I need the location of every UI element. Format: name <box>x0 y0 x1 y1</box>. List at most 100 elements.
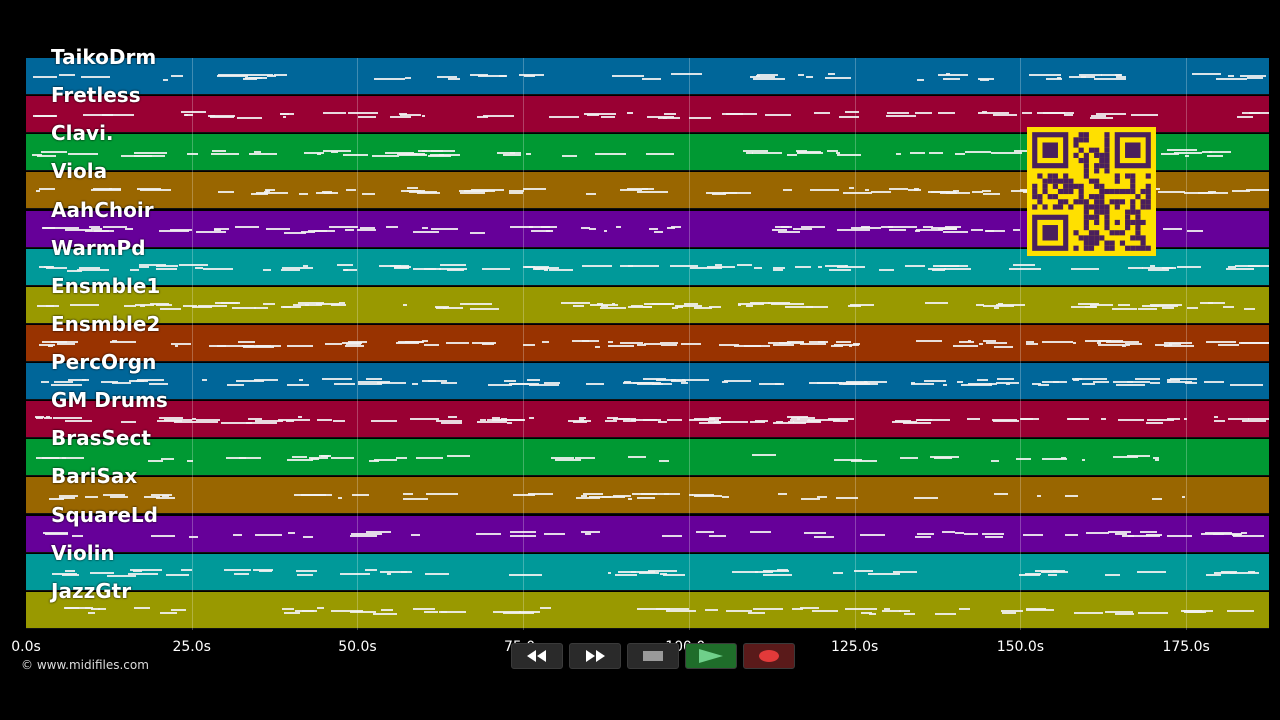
midi-note <box>480 419 487 422</box>
midi-note <box>282 306 301 309</box>
midi-note <box>1128 535 1161 538</box>
midi-note <box>589 495 612 498</box>
midi-note <box>994 307 1000 310</box>
midi-note <box>509 573 536 576</box>
midi-note <box>42 226 69 229</box>
midi-note <box>833 419 848 422</box>
midi-note <box>1013 228 1020 231</box>
record-button[interactable] <box>743 643 795 669</box>
midi-note <box>1218 343 1239 346</box>
midi-note <box>786 153 797 156</box>
midi-note <box>636 497 655 499</box>
midi-note <box>45 533 68 536</box>
midi-note <box>805 75 814 78</box>
midi-note <box>787 421 795 424</box>
midi-note <box>247 417 263 420</box>
midi-note <box>518 74 544 77</box>
midi-note <box>253 150 262 153</box>
midi-note <box>709 305 721 308</box>
midi-note <box>663 493 680 495</box>
midi-note <box>51 340 79 343</box>
midi-note <box>652 383 673 386</box>
midi-note <box>170 228 192 231</box>
time-tick-label: 25.0s <box>172 639 211 655</box>
midi-note <box>755 419 769 422</box>
midi-note <box>439 153 460 156</box>
midi-note <box>756 73 779 76</box>
midi-note <box>399 154 427 157</box>
midi-note <box>1226 609 1234 612</box>
midi-note <box>1067 417 1080 420</box>
midi-note <box>235 379 264 382</box>
midi-note <box>777 492 788 495</box>
midi-note <box>762 573 793 576</box>
midi-note <box>313 493 332 496</box>
midi-note <box>379 570 407 573</box>
midi-note <box>112 382 132 385</box>
midi-note <box>776 569 788 572</box>
midi-note <box>839 383 863 386</box>
midi-note <box>1150 382 1160 385</box>
midi-note <box>773 269 783 272</box>
midi-note <box>469 73 489 76</box>
play-button[interactable] <box>685 643 737 669</box>
midi-note <box>1166 149 1197 152</box>
midi-note <box>509 189 524 192</box>
midi-note <box>1089 304 1114 307</box>
midi-note <box>287 458 314 461</box>
midi-note <box>165 573 189 576</box>
midi-note <box>931 226 957 229</box>
midi-note <box>805 305 829 308</box>
midi-note <box>983 192 1000 195</box>
midi-note <box>854 569 874 572</box>
midi-note <box>750 421 765 424</box>
midi-note <box>1183 417 1187 420</box>
midi-note <box>705 609 718 612</box>
midi-note <box>285 420 295 423</box>
midi-note <box>412 607 436 610</box>
midi-note <box>67 227 79 230</box>
copyright-text: © www.midifiles.com <box>21 658 149 672</box>
midi-note <box>136 188 161 191</box>
midi-note <box>647 115 675 118</box>
midi-note <box>1074 612 1103 615</box>
midi-note <box>915 111 933 114</box>
midi-note <box>1166 534 1193 537</box>
rewind-button[interactable] <box>511 643 563 669</box>
midi-note <box>619 265 633 268</box>
midi-note <box>411 382 418 385</box>
midi-note <box>1168 343 1181 346</box>
midi-note <box>195 230 227 233</box>
midi-note <box>132 569 142 572</box>
midi-note <box>66 269 83 272</box>
midi-note <box>800 343 827 346</box>
midi-note <box>623 382 654 385</box>
midi-note <box>496 152 516 155</box>
midi-note <box>502 153 522 156</box>
time-gridline <box>191 58 193 630</box>
midi-note <box>1041 381 1067 384</box>
midi-note <box>800 497 820 500</box>
midi-note <box>916 229 943 231</box>
midi-note <box>297 573 314 576</box>
midi-note <box>1064 113 1073 116</box>
fast-forward-button[interactable] <box>569 643 621 669</box>
midi-note <box>736 263 752 266</box>
midi-note <box>134 152 167 155</box>
stop-button[interactable] <box>627 643 679 669</box>
track-lane <box>26 96 1269 134</box>
midi-note <box>636 344 647 347</box>
midi-note <box>904 265 926 268</box>
midi-note <box>796 418 800 421</box>
midi-note <box>1208 301 1225 304</box>
midi-note <box>178 264 209 267</box>
midi-note <box>584 532 592 535</box>
midi-note <box>657 421 667 424</box>
midi-note <box>48 344 54 347</box>
midi-note <box>1009 267 1042 270</box>
midi-note <box>1204 381 1225 384</box>
midi-note <box>221 421 252 424</box>
midi-note <box>159 417 184 420</box>
midi-note <box>567 419 591 422</box>
midi-note <box>718 344 739 347</box>
